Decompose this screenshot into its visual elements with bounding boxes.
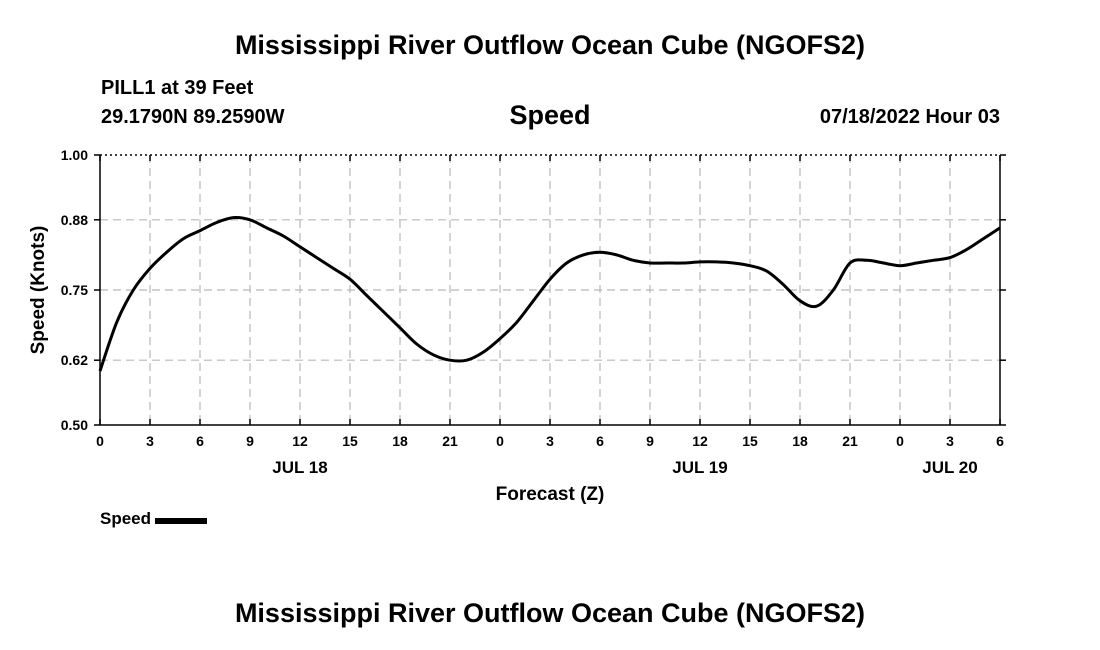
legend-label: Speed (100, 509, 152, 528)
station-coordinates: 29.1790N 89.2590W (101, 106, 285, 128)
date-label: JUL 18 (272, 458, 327, 477)
x-tick-label: 3 (546, 433, 554, 449)
x-tick-label: 18 (392, 433, 408, 449)
x-tick-label: 15 (742, 433, 758, 449)
x-tick-label: 12 (292, 433, 308, 449)
x-tick-label: 3 (146, 433, 154, 449)
y-tick-label: 1.00 (61, 147, 88, 163)
x-tick-label: 0 (496, 433, 504, 449)
legend: Speed (100, 509, 208, 529)
x-tick-label: 6 (196, 433, 204, 449)
x-tick-label: 9 (646, 433, 654, 449)
date-label: JUL 20 (922, 458, 977, 477)
speed-series-line (98, 216, 1001, 372)
legend-swatch (155, 517, 208, 524)
chart-title-top: Mississippi River Outflow Ocean Cube (NG… (234, 30, 866, 60)
x-tick-label: 6 (596, 433, 604, 449)
x-tick-label: 21 (442, 433, 458, 449)
x-tick-label: 18 (792, 433, 808, 449)
y-axis-title: Speed (Knots) (28, 226, 49, 355)
chart-title-bottom: Mississippi River Outflow Ocean Cube (NG… (234, 598, 866, 628)
x-tick-label: 12 (692, 433, 708, 449)
x-tick-label: 0 (96, 433, 104, 449)
x-tick-label: 15 (342, 433, 358, 449)
x-tick-label: 9 (246, 433, 254, 449)
y-tick-label: 0.62 (61, 352, 88, 368)
y-tick-label: 0.50 (61, 417, 88, 433)
x-tick-label: 0 (896, 433, 904, 449)
station-label: PILL1 at 39 Feet (101, 77, 254, 99)
forecast-datetime: 07/18/2022 Hour 03 (819, 106, 1000, 128)
x-tick-label: 3 (946, 433, 954, 449)
x-tick-label: 21 (842, 433, 858, 449)
x-axis-title: Forecast (Z) (496, 484, 605, 505)
x-tick-label: 6 (996, 433, 1004, 449)
date-label: JUL 19 (672, 458, 727, 477)
y-tick-label: 0.88 (61, 212, 88, 228)
y-tick-label: 0.75 (61, 282, 88, 298)
chart-subtitle: Speed (509, 100, 591, 130)
